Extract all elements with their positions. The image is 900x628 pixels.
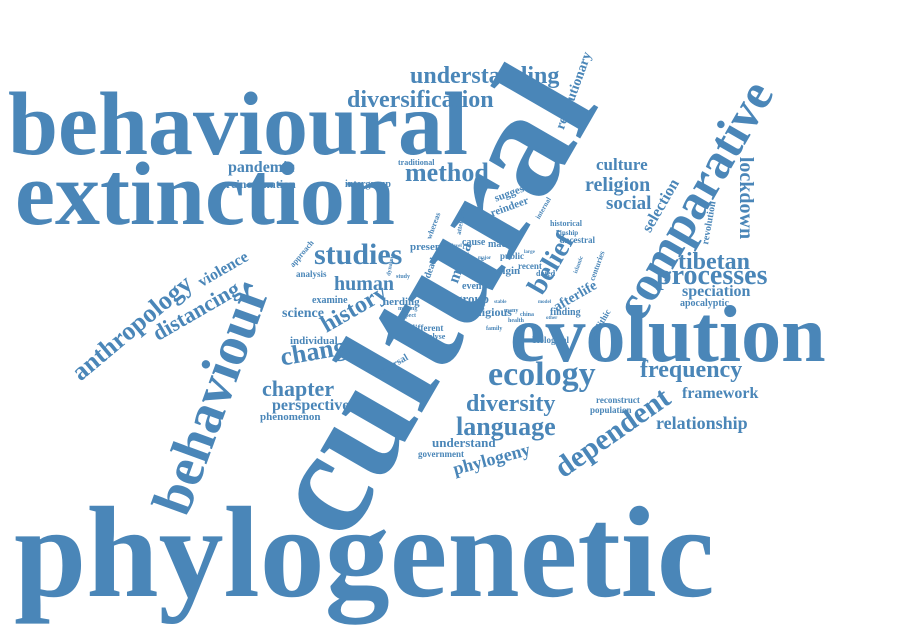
word-tibetan: tibetan [678, 249, 750, 275]
word-reconstruct: reconstruct [596, 395, 640, 405]
word-making: making [398, 306, 418, 312]
word-human: human [334, 273, 395, 295]
word-kinship: kinship [556, 229, 579, 237]
word-phenomenon: phenomenon [260, 411, 321, 423]
word-islamic: islamic [573, 255, 585, 275]
word-family: family [486, 326, 503, 332]
word-ancestral: ancestral [560, 235, 595, 245]
word-religious: religious [468, 305, 512, 319]
word-perspective: perspective [272, 397, 350, 414]
word-frequency: frequency [640, 357, 743, 383]
word-historical: historical [550, 219, 582, 228]
word-understanding: understanding [410, 63, 560, 89]
word-finding: finding [550, 307, 581, 318]
word-origin: origin [492, 265, 521, 277]
word-apocalyptic: apocalyptic [680, 298, 729, 309]
word-population: population [590, 405, 632, 415]
word-framework: framework [682, 385, 759, 402]
word-speciation: speciation [682, 283, 751, 300]
word-chapter: chapter [262, 376, 335, 401]
word-herding: herding [383, 296, 420, 308]
word-diversification: diversification [347, 87, 494, 113]
word-diversity: diversity [466, 391, 556, 417]
word-analysis: analysis [296, 269, 327, 279]
word-result: result [440, 244, 453, 249]
word-recent: recent [518, 261, 542, 271]
word-social: social [606, 193, 652, 214]
word-examine: examine [312, 295, 348, 306]
word-major: major [478, 256, 492, 261]
word-large: large [524, 250, 535, 255]
word-lockdown: lockdown [735, 156, 758, 240]
word-health: health [508, 318, 525, 324]
word-model: model [538, 300, 552, 305]
word-dated: dated [536, 269, 556, 278]
word-method: method [405, 158, 489, 187]
word-behavioural: behavioural [8, 75, 469, 174]
word-present: present [410, 241, 445, 253]
word-china: china [520, 312, 535, 318]
word-event: event [462, 281, 485, 292]
word-many: many [504, 308, 519, 314]
word-public: public [500, 251, 525, 261]
word-macro: macro [488, 239, 516, 250]
word-pandemic: pandemic [228, 159, 295, 176]
word-individual: individual [290, 335, 338, 347]
word-intergroup: intergroup [345, 179, 391, 190]
word-centuries: centuries [587, 249, 607, 282]
word-society: society [456, 270, 471, 275]
word-aspect: aspect [400, 313, 416, 319]
word-studies: studies [314, 238, 403, 271]
word-religion: religion [585, 174, 651, 196]
word-group: group [456, 291, 489, 306]
word-relationship: relationship [656, 413, 748, 433]
word-traditional: traditional [398, 158, 435, 167]
word-extinction: extinction [15, 145, 395, 244]
word-stable: stable [494, 300, 507, 305]
word-processes: processes [656, 260, 768, 291]
word-evolution: evolution [510, 291, 826, 379]
word-biological: biological [532, 335, 570, 345]
word-different: different [410, 323, 444, 333]
word-other: other [546, 316, 558, 321]
word-reincarnation: reincarnation [226, 177, 296, 191]
word-culture: culture [596, 155, 648, 174]
word-understand: understand [432, 435, 496, 450]
word-cause: cause [462, 237, 486, 248]
word-science: science [282, 306, 324, 321]
word-phylogenetic: phylogenetic [14, 481, 715, 625]
word-level: level [452, 244, 462, 249]
word-ecology: ecology [488, 356, 596, 393]
word-study: study [396, 274, 411, 280]
word-government: government [418, 449, 464, 459]
word-language: language [456, 412, 556, 441]
word-analyse: analyse [420, 332, 446, 341]
